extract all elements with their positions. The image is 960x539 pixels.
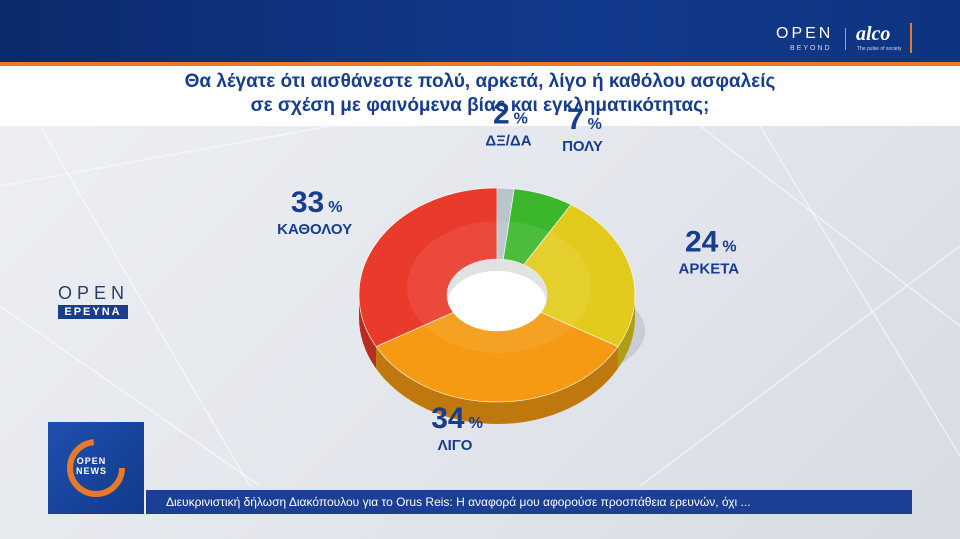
slice-side-3 — [376, 346, 618, 424]
slice-value-4: 33% — [291, 186, 343, 219]
slice-label-4: 33 % ΚΑΘΟΛΟΥ — [277, 186, 352, 238]
header-stripe — [0, 62, 960, 66]
title-panel — [0, 66, 960, 126]
accent-bar — [910, 23, 912, 53]
alco-logo: alco — [856, 23, 891, 45]
open-news-logo: OPEN NEWS — [48, 422, 144, 514]
slice-label-0: 2 % ΔΞ/ΔΑ — [485, 97, 531, 149]
slice-side-2 — [617, 295, 635, 369]
chart-title-line-2: σε σχέση με φαινόμενα βίας και εγκληματι… — [250, 95, 710, 116]
open-news-ring-icon — [67, 439, 125, 497]
open-news-logo-top: OPEN — [76, 456, 107, 466]
open-beyond-logo-subtitle: BEYOND — [790, 45, 832, 52]
slice-side-4 — [359, 295, 377, 369]
donut-hole-rim — [447, 259, 547, 305]
slice-name-4: ΚΑΘΟΛΟΥ — [277, 221, 352, 238]
brand-divider — [845, 28, 846, 50]
chart-highlight — [407, 221, 591, 353]
slice-value-3: 34% — [431, 402, 483, 435]
open-ereuna-logo: OPEN ΕΡΕΥΝΑ — [58, 284, 129, 319]
alco-logo-tagline: The pulse of society — [857, 46, 902, 52]
logo-subtitle: ΕΡΕΥΝΑ — [58, 305, 128, 319]
slice-name-3: ΛΙΓΟ — [438, 437, 473, 454]
chart-title: Θα λέγατε ότι αισθάνεστε πολύ, αρκετά, λ… — [0, 70, 960, 118]
open-news-logo-text: OPEN NEWS — [76, 456, 107, 476]
slice-label-1: 7 % ΠΟΛΥ — [562, 103, 603, 155]
slice-label-2: 24 % ΑΡΚΕΤΑ — [679, 226, 740, 278]
donut-hole — [447, 259, 547, 331]
slice-value-2: 24% — [685, 226, 737, 259]
slice-name-0: ΔΞ/ΔΑ — [485, 132, 531, 149]
slice-name-1: ΠΟΛΥ — [562, 138, 603, 155]
news-ticker: Διευκρινιστική δήλωση Διακόπουλου για το… — [146, 490, 912, 514]
open-beyond-logo: OPEN — [776, 25, 834, 42]
logo-open-text: OPEN — [58, 283, 130, 303]
open-news-logo-bottom: NEWS — [76, 466, 107, 476]
slice-value-0: 2% — [493, 97, 528, 130]
slice-name-2: ΑΡΚΕΤΑ — [679, 261, 740, 278]
background-decoration — [0, 126, 960, 486]
top-bar: OPEN BEYOND alco The pulse of society — [0, 0, 960, 62]
chart-title-line-1: Θα λέγατε ότι αισθάνεστε πολύ, αρκετά, λ… — [184, 71, 776, 92]
slice-value-1: 7% — [567, 103, 602, 136]
slice-label-3: 34 % ΛΙΓΟ — [431, 402, 483, 454]
